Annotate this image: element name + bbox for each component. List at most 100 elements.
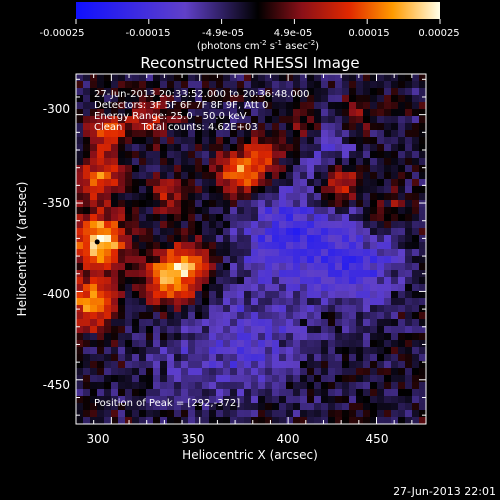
heatmap-cell (314, 158, 322, 166)
heatmap-cell (384, 270, 392, 278)
heatmap-cell (370, 158, 378, 166)
heatmap-cell (363, 270, 371, 278)
heatmap-cell (202, 305, 210, 313)
heatmap-cell (181, 144, 189, 152)
heatmap-cell (104, 375, 112, 383)
heatmap-cell (174, 277, 182, 285)
heatmap-cell (90, 291, 98, 299)
heatmap-cell (349, 95, 357, 103)
heatmap-cell (321, 326, 329, 334)
heatmap-cell (335, 137, 343, 145)
heatmap-cell (188, 263, 196, 271)
heatmap-cell (146, 305, 154, 313)
heatmap-cell (384, 214, 392, 222)
heatmap-cell (286, 74, 294, 82)
heatmap-cell (377, 368, 385, 376)
heatmap-cell (314, 102, 322, 110)
heatmap-cell (90, 298, 98, 306)
heatmap-cell (195, 403, 203, 411)
heatmap-cell (391, 305, 399, 313)
heatmap-cell (97, 368, 105, 376)
heatmap-cell (230, 347, 238, 355)
heatmap-cell (279, 228, 287, 236)
heatmap-cell (195, 410, 203, 418)
heatmap-cell (223, 144, 231, 152)
heatmap-cell (76, 368, 84, 376)
heatmap-cell (293, 368, 301, 376)
heatmap-cell (314, 123, 322, 131)
heatmap-cell (391, 186, 399, 194)
heatmap-cell (349, 144, 357, 152)
heatmap-cell (104, 95, 112, 103)
heatmap-cell (377, 375, 385, 383)
heatmap-cell (251, 417, 259, 424)
heatmap-cell (342, 228, 350, 236)
heatmap-cell (314, 263, 322, 271)
heatmap-cell (300, 81, 308, 89)
heatmap-cell (139, 368, 147, 376)
heatmap-cell (216, 228, 224, 236)
heatmap-cell (216, 354, 224, 362)
heatmap-cell (90, 88, 98, 96)
heatmap-cell (188, 249, 196, 257)
heatmap-cell (174, 109, 182, 117)
heatmap-cell (181, 361, 189, 369)
heatmap-cell (300, 277, 308, 285)
heatmap-cell (384, 200, 392, 208)
heatmap-cell (188, 312, 196, 320)
heatmap-cell (132, 319, 140, 327)
heatmap-cell (188, 361, 196, 369)
heatmap-cell (391, 130, 399, 138)
heatmap-cell (300, 256, 308, 264)
heatmap-cell (188, 221, 196, 229)
heatmap-cell (307, 417, 315, 424)
heatmap-cell (202, 263, 210, 271)
heatmap-cell (223, 109, 231, 117)
heatmap-cell (132, 228, 140, 236)
heatmap-cell (342, 186, 350, 194)
heatmap-cell (125, 130, 133, 138)
heatmap-cell (167, 242, 175, 250)
heatmap-cell (342, 305, 350, 313)
heatmap-cell (370, 186, 378, 194)
heatmap-cell (419, 284, 426, 292)
heatmap-cell (202, 410, 210, 418)
heatmap-cell (335, 235, 343, 243)
heatmap-cell (342, 200, 350, 208)
heatmap-cell (412, 242, 420, 250)
heatmap-cell (188, 95, 196, 103)
heatmap-cell (244, 249, 252, 257)
heatmap-cell (363, 235, 371, 243)
heatmap-cell (286, 284, 294, 292)
heatmap-cell (335, 242, 343, 250)
heatmap-cell (209, 116, 217, 124)
heatmap-cell (174, 382, 182, 390)
heatmap-cell (188, 354, 196, 362)
heatmap-cell (356, 249, 364, 257)
heatmap-cell (174, 158, 182, 166)
heatmap-cell (321, 396, 329, 404)
heatmap-cell (181, 347, 189, 355)
heatmap-cell (167, 382, 175, 390)
heatmap-cell (377, 200, 385, 208)
heatmap-cell (342, 144, 350, 152)
heatmap-cell (125, 305, 133, 313)
heatmap-cell (237, 88, 245, 96)
heatmap-cell (272, 158, 280, 166)
heatmap-cell (258, 417, 266, 424)
heatmap-cell (174, 284, 182, 292)
heatmap-cell (356, 81, 364, 89)
heatmap-cell (160, 228, 168, 236)
heatmap-cell (363, 242, 371, 250)
heatmap-cell (349, 109, 357, 117)
heatmap-cell (230, 144, 238, 152)
heatmap-cell (237, 312, 245, 320)
heatmap-cell (321, 347, 329, 355)
heatmap-cell (195, 291, 203, 299)
heatmap-cell (251, 193, 259, 201)
heatmap-cell (244, 277, 252, 285)
heatmap-cell (293, 151, 301, 159)
heatmap-cell (363, 228, 371, 236)
heatmap-cell (349, 382, 357, 390)
heatmap-cell (209, 333, 217, 341)
